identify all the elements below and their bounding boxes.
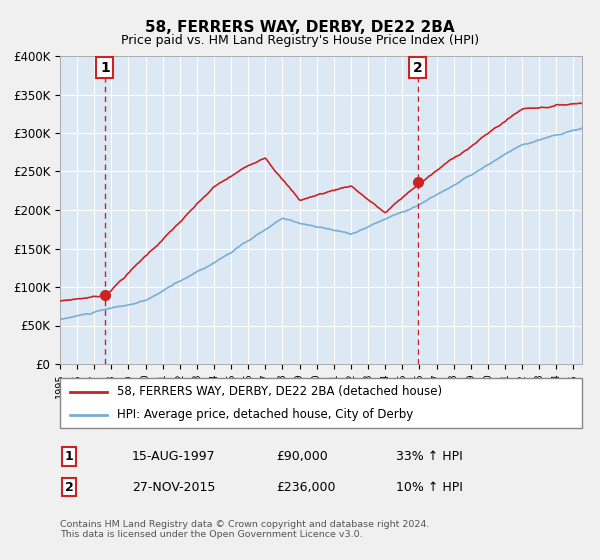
Text: £90,000: £90,000 — [276, 450, 328, 463]
Text: 33% ↑ HPI: 33% ↑ HPI — [396, 450, 463, 463]
Text: Contains HM Land Registry data © Crown copyright and database right 2024.
This d: Contains HM Land Registry data © Crown c… — [60, 520, 430, 539]
Text: 58, FERRERS WAY, DERBY, DE22 2BA (detached house): 58, FERRERS WAY, DERBY, DE22 2BA (detach… — [118, 385, 443, 398]
FancyBboxPatch shape — [60, 378, 582, 428]
Text: £236,000: £236,000 — [276, 480, 335, 494]
Text: 1: 1 — [65, 450, 73, 463]
Text: HPI: Average price, detached house, City of Derby: HPI: Average price, detached house, City… — [118, 408, 413, 421]
Text: 2: 2 — [65, 480, 73, 494]
Text: 58, FERRERS WAY, DERBY, DE22 2BA: 58, FERRERS WAY, DERBY, DE22 2BA — [145, 20, 455, 35]
Text: Price paid vs. HM Land Registry's House Price Index (HPI): Price paid vs. HM Land Registry's House … — [121, 34, 479, 46]
Text: 15-AUG-1997: 15-AUG-1997 — [132, 450, 215, 463]
Text: 10% ↑ HPI: 10% ↑ HPI — [396, 480, 463, 494]
Text: 2: 2 — [413, 60, 422, 74]
Text: 27-NOV-2015: 27-NOV-2015 — [132, 480, 215, 494]
Text: 1: 1 — [100, 60, 110, 74]
